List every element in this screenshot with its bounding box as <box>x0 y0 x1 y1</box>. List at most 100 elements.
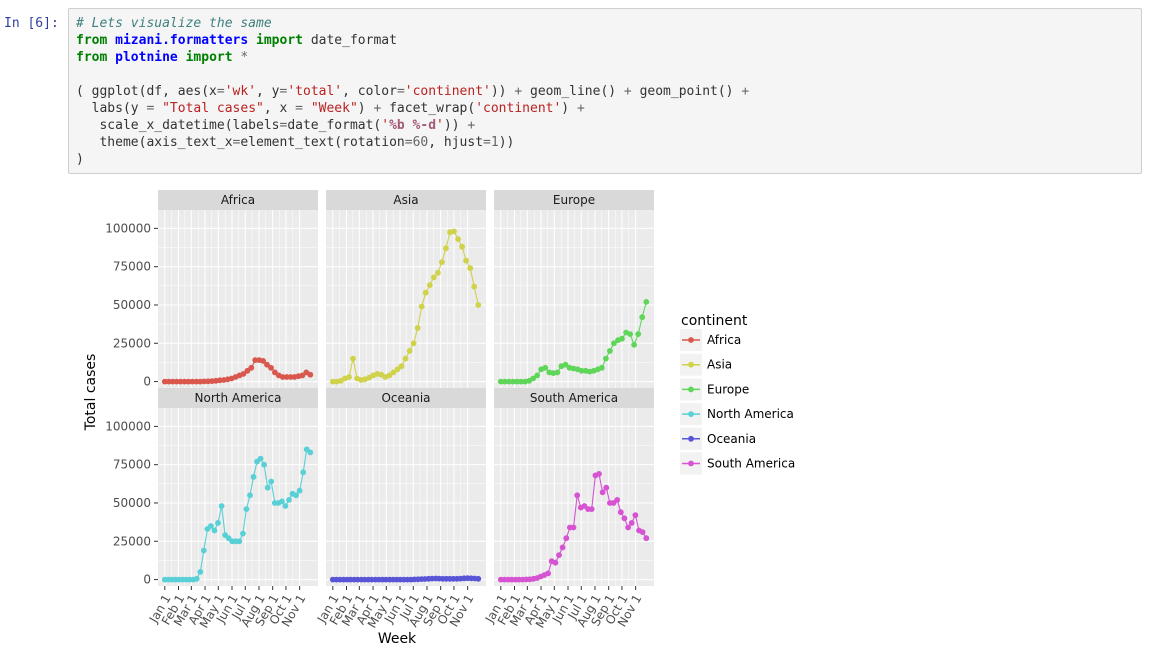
code-line: from mizani.formatters import date_forma… <box>76 32 749 49</box>
code-token: plotnine <box>115 50 178 65</box>
data-point <box>598 364 605 371</box>
panel-background <box>494 408 654 586</box>
data-point <box>177 378 184 385</box>
code-token: date_format( <box>287 118 382 133</box>
code-token: * <box>240 50 249 65</box>
data-point <box>240 371 247 377</box>
code-token: ' <box>436 118 444 133</box>
data-point <box>418 303 425 310</box>
code-token: facet_wrap( <box>381 101 476 116</box>
facet-strip <box>494 190 654 210</box>
y-tick-label: 25000 <box>113 336 151 350</box>
code-token: theme(axis_text_x <box>76 135 233 150</box>
facet-panel: Europe <box>494 190 654 388</box>
code-token: + <box>467 118 476 133</box>
data-point <box>475 302 482 308</box>
data-point <box>350 355 356 362</box>
data-point <box>398 363 405 370</box>
code-token: )) <box>490 84 515 99</box>
data-point <box>510 378 516 385</box>
code-token: 'continent' <box>404 84 491 99</box>
code-token: + <box>741 84 750 99</box>
data-point <box>261 461 267 468</box>
code-token: # Lets visualize the same <box>76 16 272 31</box>
legend-label: Europe <box>707 382 749 396</box>
data-point <box>250 474 257 480</box>
data-point <box>264 361 270 368</box>
data-point <box>578 367 585 374</box>
legend-key-point <box>688 435 694 442</box>
data-point <box>208 523 214 529</box>
data-point <box>603 355 609 362</box>
data-point <box>497 378 504 385</box>
code-token: = <box>483 135 491 150</box>
data-point <box>518 378 524 385</box>
data-point <box>300 469 307 476</box>
code-token: ) <box>357 101 374 116</box>
data-point <box>307 449 314 456</box>
legend-label: Oceania <box>707 432 756 446</box>
data-point <box>279 498 285 505</box>
data-point <box>257 455 264 462</box>
data-point <box>455 236 461 243</box>
legend-label: Asia <box>707 358 732 372</box>
code-token: geom_point() <box>631 84 742 99</box>
data-point <box>329 378 336 385</box>
data-point <box>471 283 478 290</box>
y-tick-label: 50000 <box>113 298 151 312</box>
code-cell[interactable]: # Lets visualize the same from mizani.for… <box>68 8 1142 174</box>
data-point <box>189 378 196 385</box>
data-point <box>430 274 437 281</box>
code-token: 'wk' <box>224 84 257 99</box>
data-point <box>410 340 417 347</box>
code-editor[interactable]: # Lets visualize the same from mizani.for… <box>76 15 749 168</box>
data-point <box>451 228 457 235</box>
legend-key-point <box>688 411 694 417</box>
data-point <box>414 325 421 331</box>
data-point <box>559 544 566 551</box>
data-point <box>530 375 536 382</box>
code-line: theme(axis_text_x=element_text(rotation=… <box>76 134 749 151</box>
code-token: = <box>279 84 288 99</box>
data-point <box>467 265 474 272</box>
code-token: ( ggplot(df, aes(x <box>76 84 217 99</box>
code-token: + <box>623 84 632 99</box>
data-point <box>599 489 606 496</box>
facet-strip <box>158 388 318 408</box>
data-point <box>552 559 559 566</box>
legend-key-point <box>688 337 694 343</box>
y-tick-label: 0 <box>143 375 151 389</box>
code-token: element_text(rotation <box>240 135 405 150</box>
data-point <box>475 575 482 582</box>
facet-strip <box>326 388 486 408</box>
y-tick-label: 50000 <box>113 496 151 510</box>
data-point <box>406 348 413 354</box>
y-tick-label: 75000 <box>113 260 151 274</box>
data-point <box>346 374 352 380</box>
data-point <box>628 520 635 526</box>
code-token: 60 <box>412 135 429 150</box>
data-point <box>165 378 172 385</box>
data-point <box>215 520 221 526</box>
data-point <box>506 378 512 385</box>
data-point <box>562 361 569 368</box>
code-token: from <box>76 50 108 65</box>
data-point <box>596 471 602 477</box>
panel-background <box>494 210 654 388</box>
data-point <box>386 372 393 379</box>
data-point <box>443 245 449 252</box>
data-point <box>402 355 409 362</box>
code-token: + <box>576 101 585 116</box>
data-point <box>570 524 577 531</box>
code-line: ) <box>76 151 749 168</box>
facet-strip <box>494 388 654 408</box>
facet-strip <box>158 190 318 210</box>
code-token: )) <box>498 135 515 150</box>
code-token: mizani.formatters <box>115 33 249 48</box>
data-point <box>514 378 520 385</box>
code-token: ) <box>76 152 84 167</box>
code-token: )) <box>443 118 468 133</box>
